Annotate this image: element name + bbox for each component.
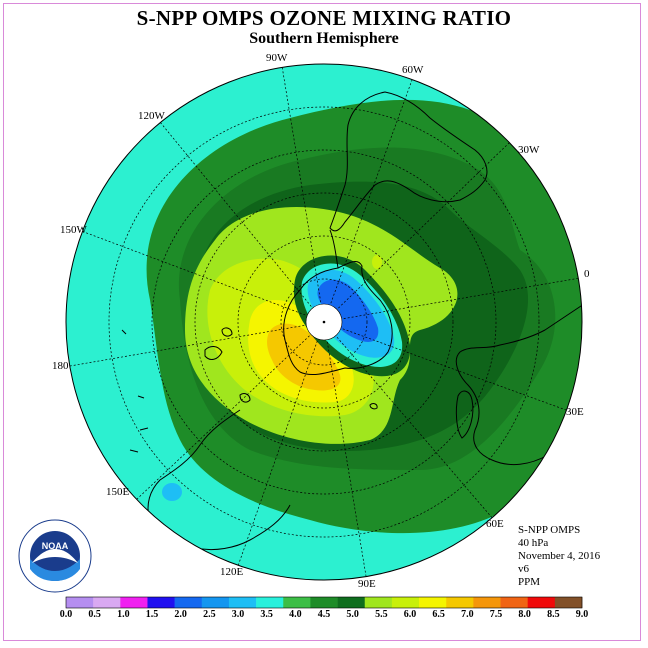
info-block: S-NPP OMPS 40 hPa November 4, 2016 v6 PP…: [518, 524, 600, 589]
antarctica-coast: [283, 261, 393, 375]
madagascar-coast: [455, 390, 474, 439]
info-units: PPM: [518, 576, 541, 588]
lon-label-30e: 30E: [566, 406, 584, 418]
ozone-field: [66, 64, 582, 580]
kerguelen-coast: [369, 403, 378, 410]
colorbar-tick-label: 4.5: [317, 609, 331, 620]
colorbar-tick-label: 5.0: [346, 609, 359, 620]
africa-coast: [455, 299, 582, 466]
colorbar-tick-label: 8.0: [518, 609, 531, 620]
info-pressure: 40 hPa: [518, 537, 549, 549]
colorbar-tick-label: 2.0: [174, 609, 187, 620]
info-version: v6: [518, 563, 529, 575]
new-zealand-coast-2: [221, 327, 233, 337]
noaa-logo: NOAA: [18, 519, 92, 593]
colorbar-tick-label: 0.0: [59, 609, 73, 620]
map-boundary: [65, 63, 583, 581]
peninsula-coast: [329, 229, 339, 269]
colorbar-tick-label: 4.0: [289, 609, 302, 620]
colorbar-tick-label: 1.0: [117, 609, 130, 620]
lon-label-90e: 90E: [358, 578, 376, 590]
colorbar-tick-label: 5.5: [375, 609, 388, 620]
lon-label-60w: 60W: [402, 64, 424, 76]
figure-frame: [3, 3, 641, 641]
tasmania-coast: [239, 393, 251, 403]
colorbar-tick-label: 7.0: [461, 609, 474, 620]
coastlines: [121, 91, 582, 551]
lon-label-150w: 150W: [60, 224, 87, 236]
colorbar-tick-label: 6.0: [403, 609, 417, 620]
colorbar-tick-label: 2.5: [203, 609, 216, 620]
info-date: November 4, 2016: [518, 550, 601, 562]
map-subtitle: Southern Hemisphere: [249, 30, 399, 47]
info-instrument: S-NPP OMPS: [518, 524, 581, 536]
lon-label-90w: 90W: [266, 52, 288, 64]
colorbar-tick-label: 7.5: [489, 609, 503, 620]
meridian-lines: [69, 65, 581, 577]
colorbar-tick-label: 3.0: [231, 609, 245, 620]
lon-label-150e: 150E: [106, 486, 130, 498]
noaa-logo-text: NOAA: [42, 541, 69, 551]
south-america-coast: [329, 91, 488, 232]
lon-label-120w: 120W: [138, 110, 165, 122]
islands-coast: [121, 329, 149, 453]
colorbar-tick-label: 3.5: [260, 609, 273, 620]
colorbar-tick-label: 0.5: [88, 609, 101, 620]
pole-dot: [322, 320, 326, 324]
lon-label-120e: 120E: [220, 566, 244, 578]
colorbar-tick-label: 9.0: [575, 609, 589, 620]
latitude-circles: [108, 106, 540, 538]
small-low-patch: [162, 483, 182, 501]
lon-label-30w: 30W: [518, 144, 540, 156]
colorbar-tick-label: 6.5: [432, 609, 445, 620]
new-zealand-coast: [204, 346, 223, 360]
small-high-patch: [372, 255, 382, 269]
lon-label-180: 180: [52, 360, 69, 372]
lon-label-60e: 60E: [486, 518, 504, 530]
lon-label-0: 0: [584, 268, 590, 280]
map-title: S-NPP OMPS OZONE MIXING RATIO: [136, 6, 512, 30]
contour-2-5: [317, 279, 379, 342]
colorbar-tick-label: 1.5: [145, 609, 159, 620]
colorbar-tick-label: 8.5: [547, 609, 560, 620]
